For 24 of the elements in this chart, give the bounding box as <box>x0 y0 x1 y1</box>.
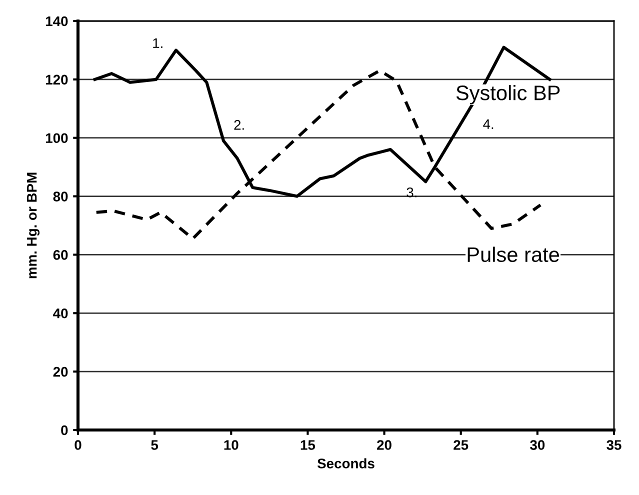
x-tick-label: 30 <box>530 440 545 450</box>
series-label: Pulse rate <box>468 246 560 262</box>
x-tick-label: 0 <box>74 440 82 450</box>
y-tick-label: 0 <box>61 425 68 436</box>
x-tick-label: 25 <box>454 440 468 450</box>
y-tick-label: 140 <box>46 16 68 26</box>
x-tick-label: 10 <box>224 440 238 450</box>
y-tick-label: 40 <box>53 308 68 318</box>
y-tick-label: 120 <box>46 74 68 85</box>
annotation: 3. <box>406 187 416 198</box>
annotation: 4. <box>483 119 494 129</box>
y-tick-label: 60 <box>53 250 68 260</box>
y-tick-label: 20 <box>53 366 68 377</box>
annotation: 2. <box>234 120 244 130</box>
y-tick-label: 80 <box>53 192 68 202</box>
x-tick-label: 20 <box>377 440 392 450</box>
x-tick-label: 35 <box>606 440 622 450</box>
y-axis-title: mm. Hg. or BPM <box>27 172 40 278</box>
series-label: Systolic BP <box>456 84 560 104</box>
x-tick-label: 15 <box>300 440 316 450</box>
x-tick-label: 5 <box>151 440 158 450</box>
x-axis-title: Seconds <box>317 458 374 468</box>
y-tick-label: 100 <box>46 133 68 144</box>
annotation: 1. <box>153 38 162 48</box>
